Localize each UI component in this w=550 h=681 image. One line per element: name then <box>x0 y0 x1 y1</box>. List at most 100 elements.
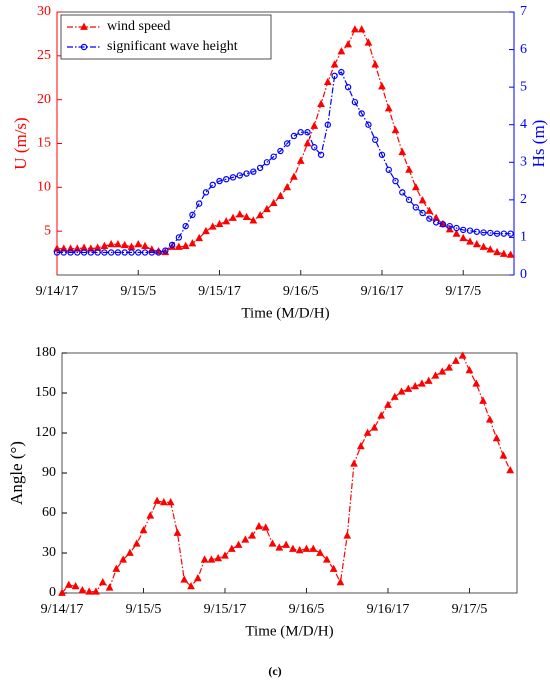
x-axis-label: Time (M/D/H) <box>241 305 329 321</box>
marker <box>268 539 277 547</box>
marker <box>466 227 474 234</box>
marker <box>290 172 298 180</box>
marker <box>283 140 291 147</box>
plot-frame <box>61 352 518 594</box>
marker <box>202 189 210 196</box>
marker <box>282 540 290 548</box>
marker <box>114 249 122 256</box>
series-line <box>57 71 511 254</box>
x-tick-label: 9/15/17 <box>198 284 241 299</box>
marker <box>351 98 359 106</box>
marker <box>397 387 406 395</box>
marker <box>331 72 338 80</box>
legend-box <box>60 14 272 60</box>
marker <box>507 230 514 237</box>
marker <box>221 551 229 559</box>
y-tick-label: 60 <box>42 505 56 520</box>
marker <box>141 241 149 249</box>
marker <box>208 222 217 230</box>
marker <box>255 521 263 530</box>
marker <box>371 60 380 68</box>
marker <box>98 577 107 586</box>
marker <box>189 211 196 219</box>
x-tick-label: 9/15/5 <box>120 284 156 299</box>
marker <box>126 548 134 556</box>
marker <box>162 247 169 254</box>
legend-label: significant wave height <box>107 39 238 54</box>
marker <box>132 539 141 547</box>
x-tick-label: 9/17/5 <box>445 284 481 299</box>
marker <box>248 531 257 539</box>
marker <box>466 237 474 245</box>
marker <box>493 247 501 256</box>
marker <box>479 396 487 404</box>
marker <box>418 379 426 387</box>
marker <box>71 581 80 590</box>
marker <box>412 204 420 211</box>
marker <box>101 249 108 256</box>
y-tick-label: 180 <box>35 345 56 360</box>
marker <box>357 25 366 33</box>
x-tick-label: 9/14/17 <box>36 284 79 299</box>
marker <box>74 249 81 256</box>
marker <box>223 175 230 183</box>
marker <box>187 581 195 590</box>
marker <box>480 229 487 236</box>
marker <box>479 242 488 250</box>
y-tick-label: 30 <box>42 545 56 560</box>
marker <box>426 215 433 222</box>
y2-tick-label: 0 <box>520 267 527 282</box>
marker <box>188 239 197 247</box>
marker <box>166 497 175 506</box>
marker <box>249 216 258 224</box>
marker <box>432 219 440 226</box>
y-axis-label: U (m/s) <box>11 117 30 169</box>
marker <box>487 229 494 237</box>
marker <box>85 587 94 595</box>
marker <box>256 164 264 172</box>
marker <box>486 245 495 253</box>
marker <box>385 166 392 173</box>
marker <box>411 381 420 390</box>
y-tick-label: 20 <box>37 92 51 107</box>
marker <box>439 221 447 228</box>
marker <box>173 528 182 536</box>
marker <box>155 249 162 256</box>
marker <box>309 544 318 552</box>
marker <box>234 540 243 548</box>
marker <box>425 206 434 214</box>
marker <box>384 104 393 112</box>
marker <box>229 213 237 221</box>
marker <box>465 365 474 374</box>
series-line <box>61 354 511 594</box>
marker <box>263 159 271 166</box>
marker <box>317 151 325 158</box>
marker <box>276 191 285 199</box>
marker <box>222 217 231 225</box>
y2-tick-label: 5 <box>520 79 527 94</box>
x-tick-label: 9/16/17 <box>361 284 404 299</box>
marker <box>148 249 155 256</box>
legend-label: wind speed <box>107 19 170 34</box>
marker <box>351 25 359 33</box>
marker <box>242 212 251 221</box>
marker <box>80 249 88 256</box>
marker <box>175 234 183 241</box>
marker <box>168 241 176 249</box>
marker <box>405 196 413 204</box>
marker <box>365 121 372 128</box>
marker <box>94 249 101 256</box>
marker <box>446 222 453 230</box>
y-axis-label: Angle (°) <box>7 441 26 505</box>
marker <box>277 147 284 155</box>
marker <box>64 580 73 588</box>
y2-tick-label: 3 <box>520 155 527 170</box>
marker <box>370 423 379 431</box>
marker <box>419 209 426 217</box>
marker <box>270 153 277 160</box>
marker <box>159 497 168 506</box>
marker <box>121 249 128 256</box>
y-tick-label: 150 <box>35 385 56 400</box>
y-tick-label: 0 <box>49 585 56 600</box>
x-tick-label: 9/15/5 <box>126 602 162 617</box>
